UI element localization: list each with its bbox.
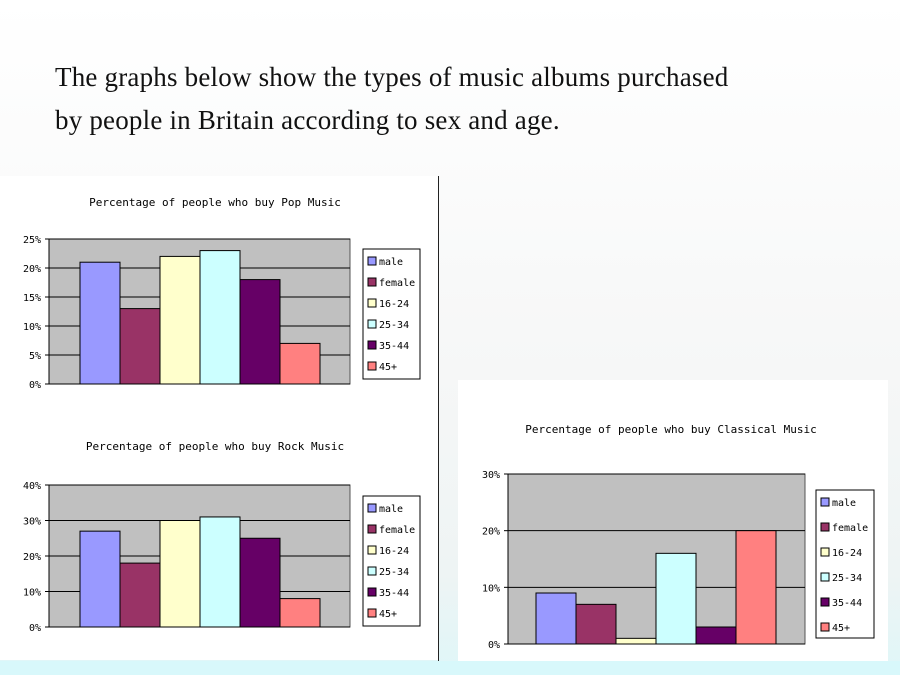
legend-swatch bbox=[367, 524, 377, 534]
legend-label-male: male bbox=[379, 257, 403, 268]
legend-swatch bbox=[820, 622, 830, 632]
bar-16-24 bbox=[615, 637, 657, 645]
legend-label-35-44: 35-44 bbox=[832, 598, 862, 609]
bar-female bbox=[575, 603, 617, 645]
bar-25-34 bbox=[199, 516, 241, 628]
legend-swatch bbox=[820, 572, 830, 582]
legend-swatch bbox=[820, 597, 830, 607]
legend-label-25-34: 25-34 bbox=[832, 573, 862, 584]
legend-label-female: female bbox=[832, 523, 868, 534]
pop-music-chart: Percentage of people who buy Pop Music 0%… bbox=[23, 196, 421, 391]
legend-label-25-34: 25-34 bbox=[379, 320, 409, 331]
y-tick-label: 30% bbox=[482, 470, 500, 481]
legend-swatch bbox=[367, 340, 377, 350]
y-tick-label: 25% bbox=[23, 235, 41, 246]
right-chart-panel: Percentage of people who buy Classical M… bbox=[458, 380, 888, 666]
legend-swatch bbox=[820, 522, 830, 532]
legend-label-45+: 45+ bbox=[379, 362, 397, 373]
bar-45+ bbox=[735, 530, 777, 645]
y-tick-label: 15% bbox=[23, 293, 41, 304]
chart-title: Percentage of people who buy Classical M… bbox=[525, 423, 816, 436]
y-tick-label: 10% bbox=[23, 322, 41, 333]
y-tick-label: 10% bbox=[482, 583, 500, 594]
y-tick-label: 0% bbox=[488, 640, 500, 651]
bar-16-24 bbox=[159, 520, 201, 628]
y-tick-label: 20% bbox=[23, 264, 41, 275]
legend-swatch bbox=[367, 256, 377, 266]
legend-label-35-44: 35-44 bbox=[379, 341, 409, 352]
legend-swatch bbox=[367, 566, 377, 576]
bar-male bbox=[535, 592, 577, 645]
panel-divider bbox=[438, 176, 439, 662]
bar-16-24 bbox=[159, 255, 201, 385]
y-tick-label: 10% bbox=[23, 588, 41, 599]
legend-label-male: male bbox=[379, 504, 403, 515]
y-tick-label: 20% bbox=[482, 527, 500, 538]
page-heading: The graphs below show the types of music… bbox=[55, 56, 875, 142]
legend-swatch bbox=[367, 277, 377, 287]
legend-swatch bbox=[367, 298, 377, 308]
classical-music-chart: Percentage of people who buy Classical M… bbox=[482, 423, 875, 651]
bar-35-44 bbox=[239, 279, 281, 385]
legend-label-45+: 45+ bbox=[379, 609, 397, 620]
bar-25-34 bbox=[199, 250, 241, 385]
chart-title: Percentage of people who buy Pop Music bbox=[89, 196, 341, 209]
bar-45+ bbox=[279, 342, 321, 385]
chart-title: Percentage of people who buy Rock Music bbox=[86, 440, 344, 453]
legend-swatch bbox=[367, 587, 377, 597]
legend-label-16-24: 16-24 bbox=[832, 548, 862, 559]
bar-male bbox=[79, 261, 121, 385]
legend-swatch bbox=[367, 503, 377, 513]
heading-line-2: by people in Britain according to sex an… bbox=[55, 105, 560, 135]
bottom-band bbox=[0, 661, 900, 675]
legend-swatch bbox=[367, 545, 377, 555]
y-tick-label: 0% bbox=[29, 623, 41, 634]
y-tick-label: 40% bbox=[23, 481, 41, 492]
legend-label-male: male bbox=[832, 498, 856, 509]
legend bbox=[362, 495, 421, 627]
y-tick-label: 5% bbox=[29, 351, 41, 362]
bar-female bbox=[119, 562, 161, 628]
bar-25-34 bbox=[655, 552, 697, 645]
bar-female bbox=[119, 308, 161, 385]
legend-label-female: female bbox=[379, 278, 415, 289]
legend-label-16-24: 16-24 bbox=[379, 299, 409, 310]
legend-swatch bbox=[820, 547, 830, 557]
legend bbox=[815, 489, 875, 639]
legend-label-25-34: 25-34 bbox=[379, 567, 409, 578]
bar-45+ bbox=[279, 598, 321, 628]
legend-swatch bbox=[820, 497, 830, 507]
legend-label-45+: 45+ bbox=[832, 623, 850, 634]
y-tick-label: 30% bbox=[23, 517, 41, 528]
legend-swatch bbox=[367, 361, 377, 371]
rock-music-chart: Percentage of people who buy Rock Music 0… bbox=[23, 440, 421, 634]
bar-35-44 bbox=[695, 626, 737, 645]
legend-label-35-44: 35-44 bbox=[379, 588, 409, 599]
heading-line-1: The graphs below show the types of music… bbox=[55, 62, 729, 92]
legend-label-female: female bbox=[379, 525, 415, 536]
legend bbox=[362, 248, 421, 380]
legend-label-16-24: 16-24 bbox=[379, 546, 409, 557]
bar-male bbox=[79, 530, 121, 628]
legend-swatch bbox=[367, 319, 377, 329]
y-tick-label: 20% bbox=[23, 552, 41, 563]
legend-swatch bbox=[367, 608, 377, 618]
y-tick-label: 0% bbox=[29, 380, 41, 391]
left-charts-panel: Percentage of people who buy Pop Music 0%… bbox=[0, 176, 438, 660]
bar-35-44 bbox=[239, 537, 281, 628]
